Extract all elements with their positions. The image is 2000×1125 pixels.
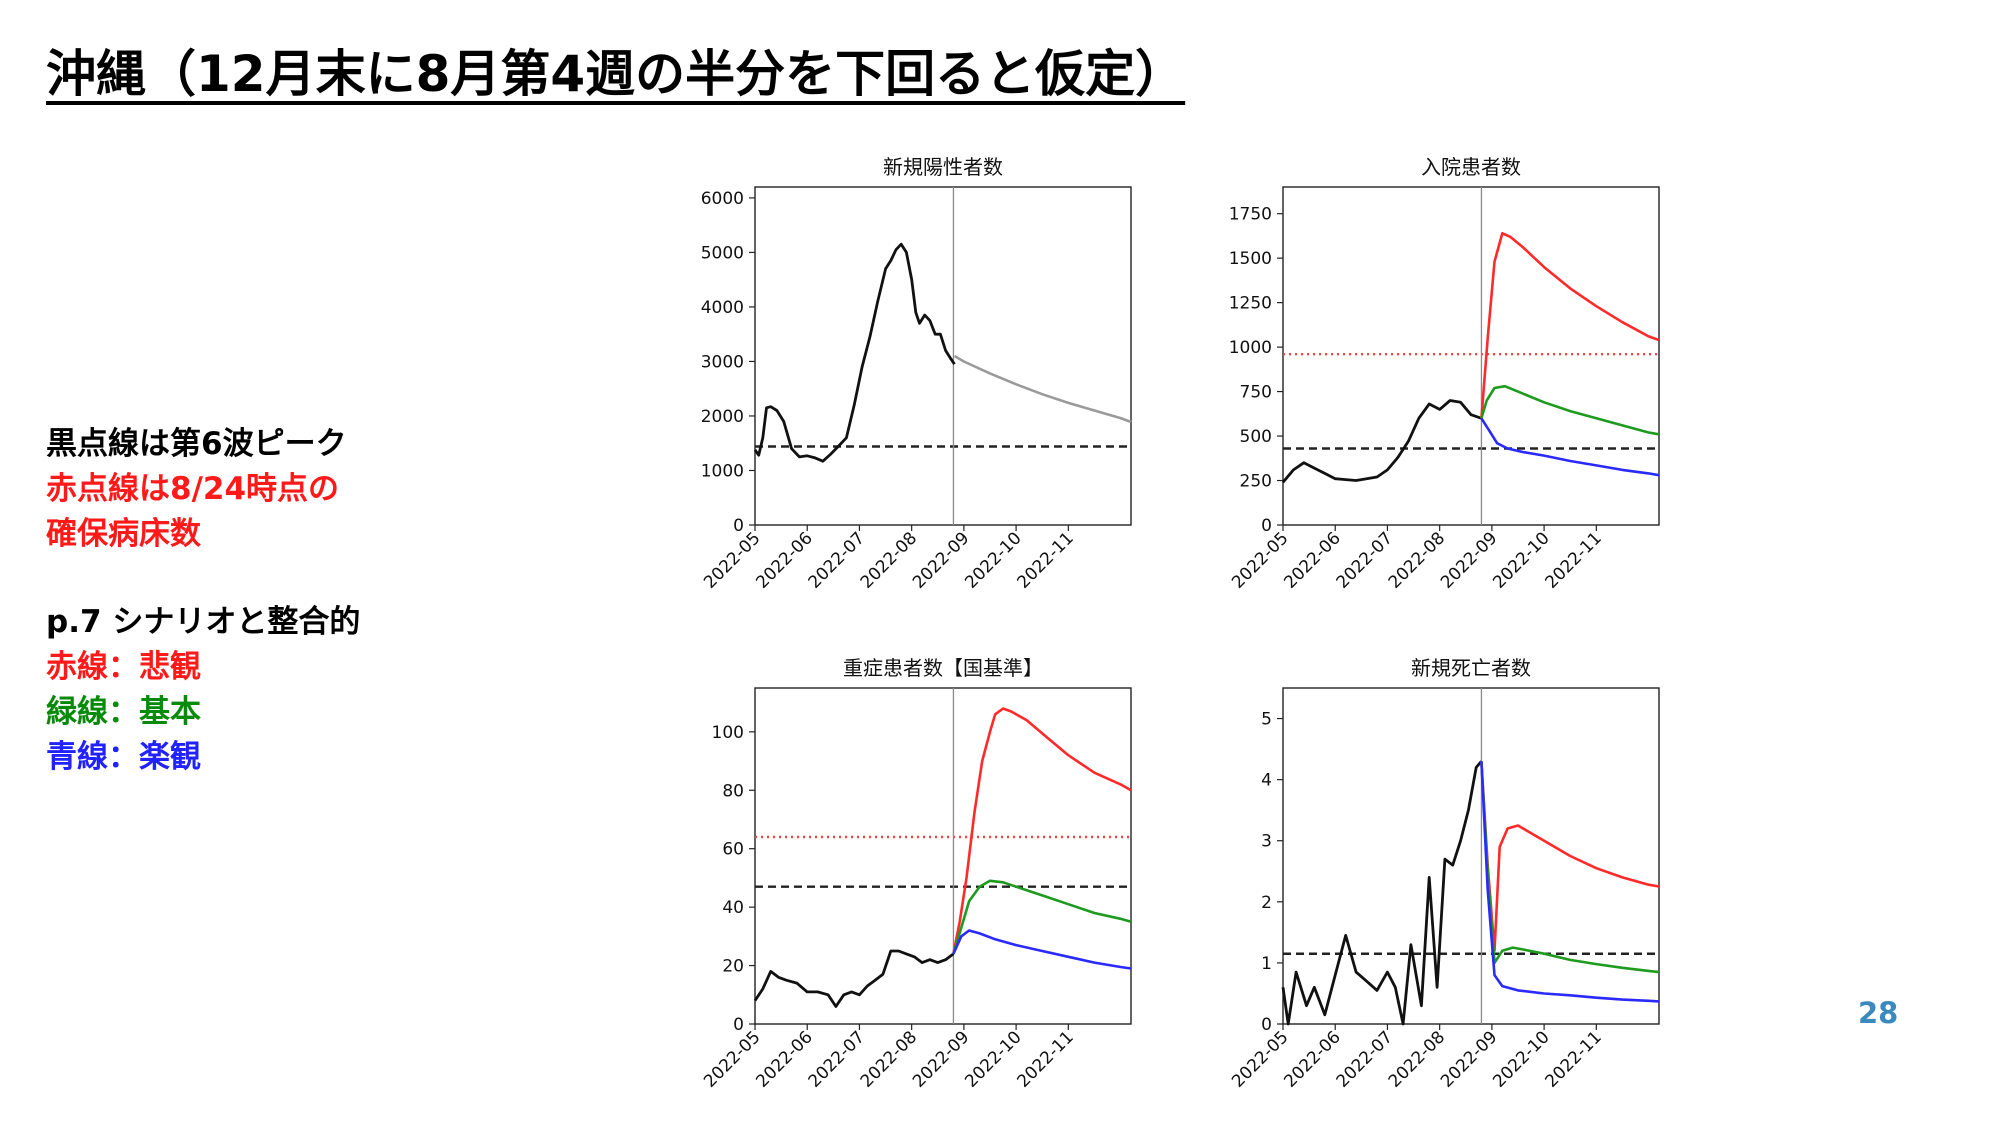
base-series — [1480, 761, 1660, 974]
x-tick-label: 2022-09 — [909, 1027, 973, 1091]
x-tick-label: 2022-05 — [700, 1027, 764, 1091]
x-tick-label: 2022-07 — [805, 528, 869, 592]
y-tick-label: 5 — [1261, 710, 1272, 730]
y-tick-label: 20 — [722, 957, 744, 977]
y-tick-label: 1000 — [701, 461, 744, 481]
chart-new-deaths: 新規死亡者数 0 1 2 3 4 5 2022-052022-062022-072022-08… — [1228, 656, 1660, 1092]
x-tick-label: 2022-10 — [1489, 528, 1553, 592]
slide-title: 沖縄（12月末に8月第4週の半分を下回ると仮定） — [46, 45, 1186, 103]
note-scenario: p.7 シナリオと整合的 — [46, 604, 361, 640]
plot-frame — [754, 186, 1132, 526]
note-secured-beds-2: 確保病床数 — [46, 516, 201, 552]
note-secured-beds-1: 赤点線は8/24時点の — [46, 471, 340, 507]
plot-frame — [1282, 687, 1660, 1025]
y-tick-label: 500 — [1240, 427, 1272, 447]
x-tick-label: 2022-06 — [1280, 528, 1344, 592]
pessimistic-series — [952, 707, 1132, 955]
optimistic-series — [1480, 761, 1660, 1003]
y-tick-label: 1000 — [1229, 338, 1272, 358]
x-tick-label: 2022-10 — [1489, 1027, 1553, 1091]
x-tick-label: 2022-08 — [857, 1027, 921, 1091]
y-tick-label: 1250 — [1229, 294, 1272, 314]
x-tick-label: 2022-10 — [961, 528, 1025, 592]
y-tick-label: 100 — [712, 723, 744, 743]
x-tick-label: 2022-09 — [909, 528, 973, 592]
plot-frame — [1282, 186, 1660, 526]
y-tick-label: 1750 — [1229, 205, 1272, 225]
note-optimistic: 青線：楽観 — [46, 739, 201, 775]
note-sixth-wave: 黒点線は第6波ピーク — [46, 426, 347, 462]
y-tick-label: 6000 — [701, 189, 744, 209]
observed-series — [753, 949, 955, 1008]
observed-series — [1281, 399, 1482, 484]
chart-new-positive: 新規陽性者数01000200030004000500060002022-0520… — [700, 155, 1132, 593]
y-tick-label: 40 — [722, 898, 744, 918]
y-tick-label: 750 — [1240, 383, 1272, 403]
y-tick-label: 0 — [733, 1015, 744, 1035]
pessimistic-series — [1480, 232, 1660, 419]
y-tick-label: 2000 — [701, 407, 744, 427]
chart-hospitalized: 入院患者数025050075010001250150017502022-0520… — [1228, 155, 1660, 593]
y-tick-label: 3000 — [701, 352, 744, 372]
x-tick-label: 2022-06 — [752, 528, 816, 592]
y-tick-label: 250 — [1240, 472, 1272, 492]
observed-series — [1281, 760, 1483, 1026]
chart-title: 入院患者数 — [1421, 155, 1521, 179]
x-tick-label: 2022-09 — [1437, 1027, 1501, 1091]
page-number: 28 — [1858, 996, 1899, 1030]
note-base: 緑線：基本 — [46, 694, 201, 730]
x-tick-label: 2022-06 — [752, 1027, 816, 1091]
x-tick-label: 2022-09 — [1437, 528, 1501, 592]
y-tick-label: 4000 — [701, 298, 744, 318]
y-tick-label: 80 — [722, 781, 744, 801]
plot-frame — [754, 687, 1132, 1025]
y-tick-label: 1500 — [1229, 249, 1272, 269]
chart-title: 新規死亡者数 — [1411, 656, 1531, 680]
x-tick-label: 2022-05 — [1228, 1027, 1292, 1091]
optimistic-series — [1480, 417, 1660, 477]
y-tick-label: 5000 — [701, 243, 744, 263]
observed-series — [753, 242, 956, 463]
x-tick-label: 2022-08 — [857, 528, 921, 592]
base-series — [952, 879, 1132, 955]
x-tick-label: 2022-10 — [961, 1027, 1025, 1091]
x-tick-label: 2022-11 — [1542, 528, 1606, 592]
optimistic-series — [952, 929, 1132, 970]
base-series — [1480, 384, 1660, 436]
pessimistic-series — [1480, 761, 1660, 953]
x-tick-label: 2022-11 — [1014, 1027, 1078, 1091]
legend-notes: 黒点線は第6波ピーク 赤点線は8/24時点の 確保病床数 p.7 シナリオと整合… — [46, 422, 360, 780]
chart-title: 重症患者数【国基準】 — [843, 656, 1043, 680]
chart-title: 新規陽性者数 — [883, 155, 1003, 179]
x-tick-label: 2022-08 — [1385, 1027, 1449, 1091]
chart-severe: 重症患者数【国基準】0204060801002022-052022-062022… — [700, 656, 1132, 1092]
y-tick-label: 2 — [1261, 893, 1272, 913]
x-tick-label: 2022-07 — [805, 1027, 869, 1091]
y-tick-label: 0 — [733, 516, 744, 536]
y-tick-label: 3 — [1261, 832, 1272, 852]
x-tick-label: 2022-06 — [1280, 1027, 1344, 1091]
x-tick-label: 2022-05 — [700, 528, 764, 592]
y-tick-label: 4 — [1261, 771, 1272, 791]
y-tick-label: 0 — [1261, 516, 1272, 536]
x-tick-label: 2022-11 — [1014, 528, 1078, 592]
projection-series — [953, 354, 1132, 424]
y-tick-label: 1 — [1261, 954, 1272, 974]
x-tick-label: 2022-08 — [1385, 528, 1449, 592]
x-tick-label: 2022-07 — [1333, 528, 1397, 592]
x-tick-label: 2022-11 — [1542, 1027, 1606, 1091]
y-tick-label: 60 — [722, 840, 744, 860]
note-pessimistic: 赤線：悲観 — [46, 649, 201, 685]
note-gap — [46, 557, 360, 600]
x-tick-label: 2022-07 — [1333, 1027, 1397, 1091]
y-tick-label: 0 — [1261, 1015, 1272, 1035]
x-tick-label: 2022-05 — [1228, 528, 1292, 592]
